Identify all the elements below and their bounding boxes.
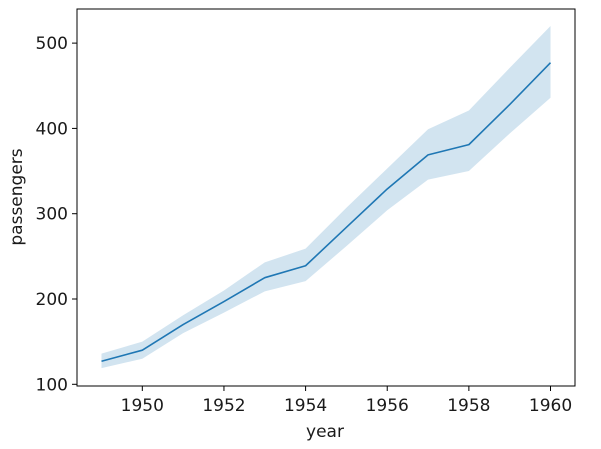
y-tick-label: 400 [36,119,68,139]
confidence-band [101,26,550,368]
x-tick-label: 1958 [447,396,490,416]
x-tick-label: 1950 [121,396,164,416]
y-tick-label: 300 [36,205,68,225]
plot-frame [77,9,575,386]
y-tick-label: 100 [36,375,68,395]
x-tick-label: 1952 [202,396,245,416]
x-axis-label: year [306,422,344,442]
confidence-band-layer [101,26,550,368]
x-tick-label: 1960 [529,396,572,416]
y-axis-label: passengers [7,148,27,245]
x-tick-label: 1956 [366,396,409,416]
y-tick-label: 200 [36,290,68,310]
y-tick-label: 500 [36,34,68,54]
x-tick-label: 1954 [284,396,327,416]
axes-layer [77,9,575,386]
